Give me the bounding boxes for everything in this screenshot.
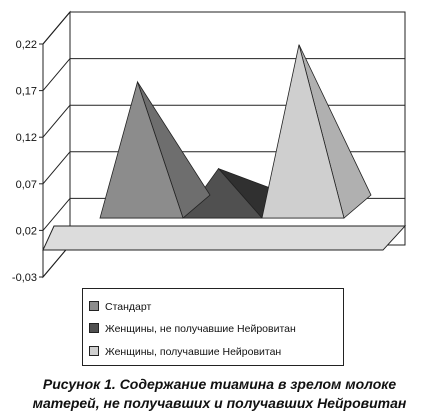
gridline-side <box>42 151 71 185</box>
legend-label-receiving: Женщины, получавшие Нейровитан <box>105 346 282 358</box>
gridline-side <box>42 198 71 231</box>
caption-line-1: Рисунок 1. Содержание тиамина в зрелом м… <box>42 376 397 392</box>
legend-item-not-receiving: Женщины, не получавшие Нейровитан <box>89 322 296 336</box>
legend-item-standard: Стандарт <box>89 300 151 314</box>
caption-line-2: матерей, не получавших и получавших Нейр… <box>32 395 407 411</box>
legend-swatch-standard <box>89 301 99 311</box>
legend: Стандарт Женщины, не получавшие Нейровит… <box>82 288 344 366</box>
pyramid-face-0 <box>99 80 184 219</box>
legend-label-not-receiving: Женщины, не получавшие Нейровитан <box>105 323 296 335</box>
legend-swatch-not-receiving <box>89 323 99 333</box>
legend-swatch-receiving <box>89 346 99 356</box>
y-tick-label: 0,07 <box>16 179 37 191</box>
gridline-side <box>42 104 71 138</box>
gridline-side <box>42 58 71 91</box>
y-tick-label: 0,02 <box>16 225 37 237</box>
y-tick-label: -0,03 <box>12 272 37 284</box>
y-tick-label: 0,17 <box>16 86 37 98</box>
y-tick-label: 0,22 <box>16 39 37 51</box>
legend-item-receiving: Женщины, получавшие Нейровитан <box>89 345 281 359</box>
gridline-side <box>42 11 71 45</box>
floor <box>42 225 407 251</box>
legend-label-standard: Стандарт <box>105 301 152 313</box>
y-tick-label: 0,12 <box>16 132 37 144</box>
pyramid-face-2 <box>261 44 345 219</box>
figure-caption: Рисунок 1. Содержание тиамина в зрелом м… <box>0 375 439 413</box>
